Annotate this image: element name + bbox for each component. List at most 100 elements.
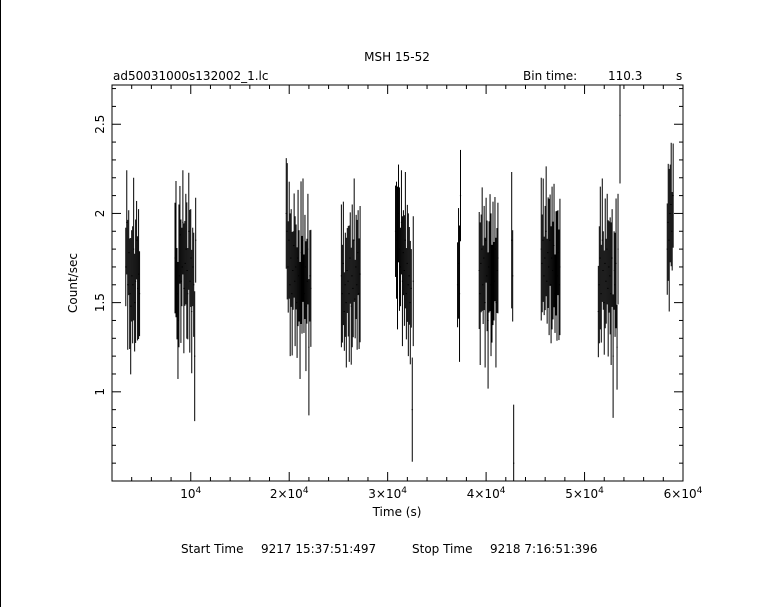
data-point — [555, 211, 557, 316]
data-point — [411, 357, 413, 462]
data-point — [292, 231, 294, 310]
data-point — [300, 181, 302, 325]
y-tick-label: 1.5 — [93, 293, 107, 312]
data-point — [293, 193, 295, 298]
data-point — [341, 244, 343, 343]
data-point — [403, 215, 405, 326]
data-point — [126, 170, 128, 275]
data-point — [412, 216, 414, 347]
data-point — [195, 197, 197, 283]
data-point — [554, 254, 556, 333]
y-axis-label: Count/sec — [66, 253, 80, 313]
data-point — [344, 232, 346, 337]
data-point — [306, 238, 308, 324]
data-point — [303, 254, 305, 333]
bin-time-value: 110.3 — [608, 69, 642, 83]
data-point — [610, 222, 612, 366]
data-point — [553, 183, 555, 308]
data-point — [616, 304, 618, 390]
data-point — [191, 249, 193, 374]
data-point — [609, 217, 611, 335]
data-point — [309, 230, 311, 322]
data-point — [614, 232, 616, 337]
data-point — [348, 225, 350, 362]
data-point — [484, 237, 486, 368]
data-point — [456, 242, 459, 328]
data-point — [298, 230, 300, 322]
data-point — [358, 238, 360, 349]
data-point — [459, 149, 462, 242]
data-point — [132, 226, 134, 344]
data-point — [288, 181, 290, 299]
data-point — [479, 222, 481, 366]
data-point — [405, 248, 407, 340]
bin-time-label: Bin time: — [523, 69, 577, 83]
data-point — [547, 197, 549, 308]
data-point — [396, 186, 399, 330]
y-tick-label: 2 — [93, 210, 107, 218]
data-point — [546, 238, 548, 324]
data-point — [404, 172, 406, 309]
data-point — [605, 238, 607, 324]
data-point — [189, 209, 191, 353]
data-point — [667, 163, 669, 281]
data-point — [184, 220, 186, 306]
x-tick-label: 104 — [180, 486, 201, 501]
data-point — [355, 214, 357, 320]
data-point — [183, 223, 185, 354]
data-point — [295, 224, 297, 310]
data-point — [409, 240, 411, 365]
data-point — [135, 219, 137, 343]
data-point — [406, 204, 408, 322]
data-point — [488, 221, 490, 313]
data-point — [305, 241, 307, 372]
data-point — [397, 164, 400, 263]
data-point — [182, 170, 184, 275]
data-point — [558, 229, 560, 341]
data-point — [395, 181, 398, 299]
data-point — [287, 221, 289, 313]
stop-time-label: Stop Time — [412, 542, 472, 556]
data-point — [357, 210, 359, 296]
data-point — [495, 237, 497, 368]
data-point — [512, 230, 514, 322]
data-point — [286, 163, 288, 300]
data-point — [353, 178, 355, 302]
data-point — [190, 209, 192, 307]
data-point — [308, 279, 310, 416]
data-point — [543, 236, 545, 316]
data-point — [486, 220, 488, 332]
data-point — [541, 214, 543, 313]
data-point — [485, 197, 487, 283]
data-point — [491, 244, 493, 343]
data-point — [290, 209, 292, 307]
data-point — [480, 214, 482, 313]
data-point — [299, 261, 301, 379]
data-point — [192, 227, 194, 307]
data-point — [548, 198, 550, 336]
data-point — [408, 226, 410, 325]
data-point — [601, 178, 603, 302]
data-point — [671, 192, 673, 271]
x-tick-label: 5×104 — [565, 486, 604, 501]
data-point — [458, 225, 461, 362]
data-point — [127, 219, 129, 350]
data-point — [497, 202, 499, 314]
data-point — [666, 203, 668, 295]
data-point — [542, 178, 544, 302]
data-point — [194, 291, 196, 422]
data-point — [128, 210, 130, 296]
data-point — [540, 177, 542, 321]
data-point — [493, 241, 495, 321]
data-point — [304, 214, 306, 320]
data-point — [557, 210, 559, 296]
chart-title: MSH 15-52 — [364, 50, 430, 64]
data-point — [400, 170, 403, 275]
data-point — [490, 213, 492, 357]
data-point — [483, 205, 485, 311]
data-point — [129, 238, 131, 349]
data-point — [612, 294, 614, 418]
data-point — [511, 172, 513, 309]
data-point — [175, 180, 177, 318]
y-tick-label: 2.5 — [93, 115, 107, 134]
